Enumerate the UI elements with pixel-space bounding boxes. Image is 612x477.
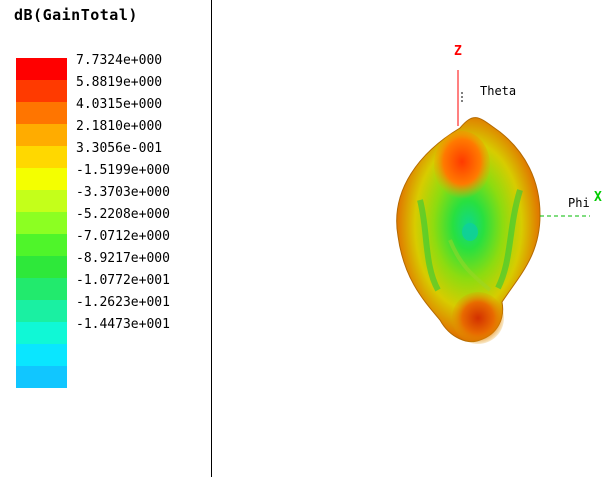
scale-value: 2.1810e+000 — [76, 119, 163, 134]
scale-value: -1.4473e+001 — [76, 317, 170, 332]
legend-title: dB(GainTotal) — [14, 6, 138, 24]
color-swatch — [16, 80, 67, 102]
z-axis-label: Z — [454, 44, 462, 59]
axis-lines — [457, 70, 590, 217]
color-swatch — [16, 146, 67, 168]
color-scale — [16, 58, 67, 388]
color-swatch — [16, 102, 67, 124]
x-axis-label: X — [594, 190, 602, 205]
color-swatch — [16, 168, 67, 190]
color-swatch — [16, 234, 67, 256]
color-swatch — [16, 322, 67, 344]
color-swatch — [16, 300, 67, 322]
scale-value: -8.9217e+000 — [76, 251, 170, 266]
color-swatch — [16, 212, 67, 234]
radiation-pattern-plot[interactable]: Z Theta Phi X — [380, 40, 610, 360]
color-swatch — [16, 366, 67, 388]
scale-value: 3.3056e-001 — [76, 141, 163, 156]
scale-value: 7.7324e+000 — [76, 53, 163, 68]
scale-value: -5.2208e+000 — [76, 207, 170, 222]
color-swatch — [16, 344, 67, 366]
color-swatch — [16, 190, 67, 212]
scale-value: -1.0772e+001 — [76, 273, 170, 288]
scale-value: -3.3703e+000 — [76, 185, 170, 200]
scale-value: 5.8819e+000 — [76, 75, 163, 90]
radiation-pattern-svg — [396, 70, 590, 344]
pattern-surface — [396, 117, 541, 344]
value-scale: 7.7324e+000 5.8819e+000 4.0315e+000 2.1810e… — [76, 52, 210, 338]
scale-value: -7.0712e+000 — [76, 229, 170, 244]
scale-value: 4.0315e+000 — [76, 97, 163, 112]
scale-value: -1.2623e+001 — [76, 295, 170, 310]
color-swatch — [16, 124, 67, 146]
legend-divider — [211, 0, 212, 477]
scale-value: -1.5199e+000 — [76, 163, 170, 178]
phi-axis-label: Phi — [568, 196, 590, 210]
theta-axis-label: Theta — [480, 84, 517, 98]
color-swatch — [16, 256, 67, 278]
color-swatch — [16, 58, 67, 80]
color-swatch — [16, 278, 67, 300]
